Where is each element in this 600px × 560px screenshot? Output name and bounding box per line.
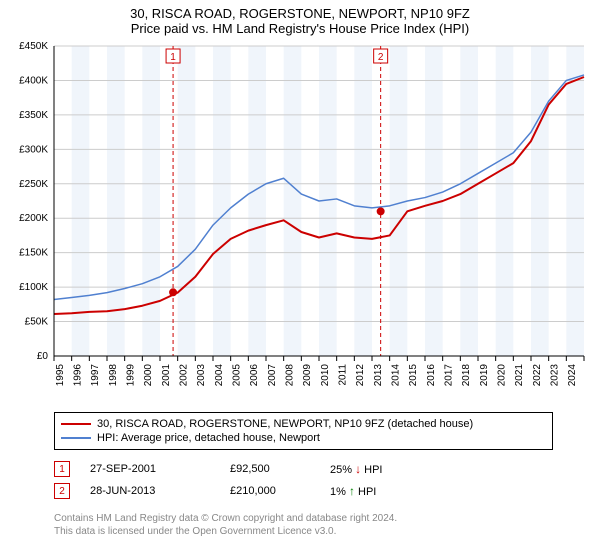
svg-text:2006: 2006 — [249, 364, 260, 387]
svg-text:2014: 2014 — [391, 364, 402, 387]
svg-text:2020: 2020 — [497, 364, 508, 387]
sales-table: 1 27-SEP-2001£92,50025% ↓ HPI 2 28-JUN-2013… — [54, 458, 390, 502]
svg-text:2001: 2001 — [161, 364, 172, 387]
legend-row-hpi: HPI: Average price, detached house, Newp… — [61, 431, 546, 445]
chart-title-line2: Price paid vs. HM Land Registry's House … — [0, 21, 600, 40]
svg-text:2011: 2011 — [338, 364, 349, 386]
legend-label: HPI: Average price, detached house, Newp… — [97, 432, 320, 444]
svg-text:2007: 2007 — [267, 364, 278, 387]
chart-legend: 30, RISCA ROAD, ROGERSTONE, NEWPORT, NP1… — [54, 412, 553, 450]
svg-text:2012: 2012 — [355, 364, 366, 387]
svg-text:2010: 2010 — [320, 364, 331, 387]
svg-text:2015: 2015 — [408, 364, 419, 387]
sale-marker-icon: 2 — [54, 483, 70, 499]
legend-swatch — [61, 437, 91, 439]
attribution-line1: Contains HM Land Registry data © Crown c… — [54, 512, 397, 525]
svg-text:2002: 2002 — [179, 364, 190, 387]
svg-text:1: 1 — [170, 52, 176, 63]
svg-text:£0: £0 — [37, 351, 49, 362]
svg-text:2023: 2023 — [550, 364, 561, 387]
svg-text:£50K: £50K — [25, 317, 49, 328]
svg-text:1999: 1999 — [126, 364, 137, 387]
svg-text:2017: 2017 — [444, 364, 455, 387]
svg-text:1998: 1998 — [108, 364, 119, 387]
svg-text:2003: 2003 — [196, 364, 207, 387]
svg-text:£200K: £200K — [19, 213, 48, 224]
sale-price: £210,000 — [230, 485, 330, 497]
sale-price: £92,500 — [230, 463, 330, 475]
svg-text:2013: 2013 — [373, 364, 384, 387]
sale-date: 27-SEP-2001 — [90, 463, 230, 475]
chart-area: £0 £50K £100K £150K £200K £250K £300K £350K £400… — [0, 40, 600, 400]
svg-text:2016: 2016 — [426, 364, 437, 387]
svg-text:2004: 2004 — [214, 364, 225, 387]
legend-label: 30, RISCA ROAD, ROGERSTONE, NEWPORT, NP1… — [97, 418, 473, 430]
svg-text:2024: 2024 — [567, 364, 578, 387]
svg-text:1997: 1997 — [90, 364, 101, 387]
attribution-line2: This data is licensed under the Open Gov… — [54, 525, 397, 538]
legend-row-property: 30, RISCA ROAD, ROGERSTONE, NEWPORT, NP1… — [61, 417, 546, 431]
svg-text:1996: 1996 — [73, 364, 84, 387]
sale-pct: 25% ↓ HPI — [330, 462, 390, 476]
svg-text:£450K: £450K — [19, 41, 48, 52]
svg-text:2008: 2008 — [285, 364, 296, 387]
svg-text:£300K: £300K — [19, 144, 48, 155]
attribution-text: Contains HM Land Registry data © Crown c… — [54, 512, 397, 538]
svg-text:£150K: £150K — [19, 248, 48, 259]
sale-date: 28-JUN-2013 — [90, 485, 230, 497]
svg-text:2022: 2022 — [532, 364, 543, 387]
svg-text:2009: 2009 — [302, 364, 313, 387]
svg-text:1995: 1995 — [55, 364, 66, 387]
svg-text:£400K: £400K — [19, 75, 48, 86]
svg-text:2021: 2021 — [514, 364, 525, 387]
sale-row: 2 28-JUN-2013£210,0001% ↑ HPI — [54, 480, 390, 502]
legend-swatch — [61, 423, 91, 425]
chart-svg: £0 £50K £100K £150K £200K £250K £300K £350K £400… — [0, 40, 600, 400]
svg-text:2018: 2018 — [461, 364, 472, 387]
svg-text:2005: 2005 — [232, 364, 243, 387]
sale-marker-icon: 1 — [54, 461, 70, 477]
svg-text:£100K: £100K — [19, 282, 48, 293]
svg-text:£350K: £350K — [19, 110, 48, 121]
svg-text:£250K: £250K — [19, 179, 48, 190]
chart-title-line1: 30, RISCA ROAD, ROGERSTONE, NEWPORT, NP1… — [0, 0, 600, 21]
svg-text:2019: 2019 — [479, 364, 490, 387]
sale-row: 1 27-SEP-2001£92,50025% ↓ HPI — [54, 458, 390, 480]
svg-text:2: 2 — [378, 52, 384, 63]
sale-pct: 1% ↑ HPI — [330, 484, 390, 498]
svg-text:2000: 2000 — [143, 364, 154, 387]
